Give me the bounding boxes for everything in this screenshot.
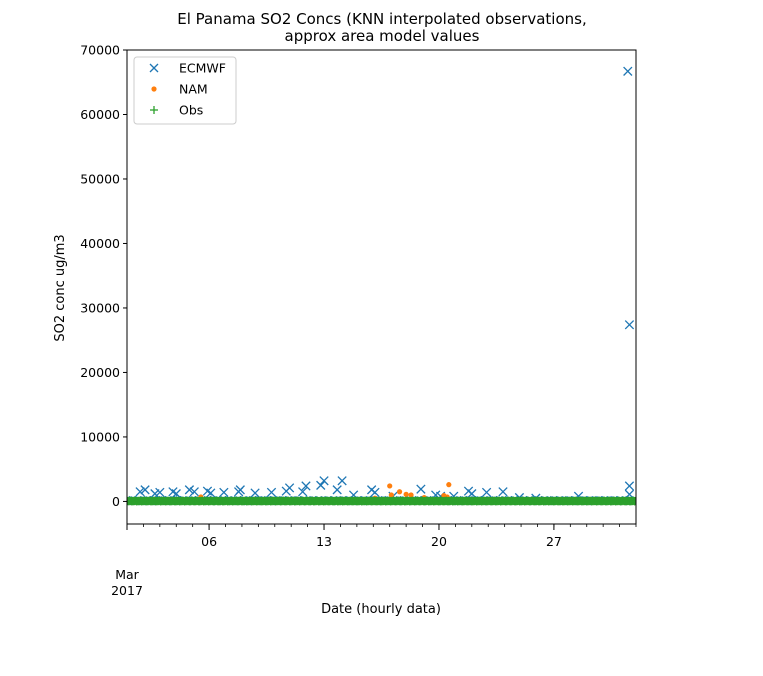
ecmwf-point	[155, 487, 165, 498]
ecmwf-point	[370, 487, 380, 498]
ecmwf-point	[189, 487, 199, 497]
chart-subtitle: approx area model values	[285, 27, 480, 45]
x-axis-label: Date (hourly data)	[321, 602, 441, 617]
ecmwf-point	[624, 481, 635, 491]
ecmwf-point	[498, 487, 508, 497]
y-axis: 0 10000 20000 30000 40000 50000 60000 70000	[80, 43, 127, 509]
x-secondary-label-year: 2017	[111, 583, 143, 598]
x-tick-label: 20	[431, 534, 447, 549]
ecmwf-point	[184, 485, 195, 495]
ecmwf-point	[250, 488, 260, 498]
y-tick-label: 50000	[80, 171, 120, 186]
ecmwf-point	[337, 476, 347, 486]
ecmwf-point	[140, 485, 150, 495]
ecmwf-point	[467, 489, 477, 499]
ecmwf-point	[206, 488, 216, 498]
nam-point	[408, 492, 414, 498]
y-tick-label: 30000	[80, 300, 120, 315]
ecmwf-point	[416, 484, 426, 494]
legend-marker-obs	[150, 106, 158, 114]
nam-point	[396, 489, 403, 495]
ecmwf-point	[135, 487, 145, 497]
legend: ECMWF NAM Obs	[133, 56, 237, 125]
series-obs	[127, 496, 636, 506]
ecmwf-point	[316, 480, 326, 490]
y-tick-label: 40000	[80, 236, 120, 251]
chart-title: El Panama SO2 Concs (KNN interpolated ob…	[177, 10, 586, 28]
ecmwf-point	[266, 487, 277, 498]
ecmwf-point	[284, 483, 295, 493]
legend-label-nam: NAM	[179, 82, 208, 97]
ecmwf-point	[235, 485, 245, 495]
x-tick-label: 27	[546, 534, 562, 549]
y-tick-label: 10000	[80, 429, 120, 444]
ecmwf-point	[298, 487, 308, 497]
ecmwf-point	[481, 487, 492, 498]
ecmwf-point	[623, 66, 633, 76]
ecmwf-point	[624, 320, 635, 330]
y-tick-label: 70000	[80, 43, 120, 58]
legend-marker-nam	[151, 86, 157, 92]
ecmwf-point	[332, 485, 342, 495]
ecmwf-point	[219, 487, 229, 498]
x-tick-label: 13	[316, 534, 332, 549]
y-tick-label: 0	[112, 494, 120, 509]
legend-label-ecmwf: ECMWF	[179, 61, 226, 76]
data-layer	[127, 66, 636, 506]
ecmwf-point	[319, 476, 329, 486]
nam-point	[387, 483, 393, 489]
nam-point	[388, 492, 394, 498]
obs-point	[632, 497, 636, 506]
nam-point	[403, 491, 409, 497]
x-secondary-label-month: Mar	[115, 567, 139, 582]
y-axis-label: SO2 conc ug/m3	[53, 234, 68, 341]
x-tick-label: 06	[201, 534, 217, 549]
x-axis: 06 13 20 27	[126, 524, 637, 549]
nam-point	[446, 482, 452, 488]
y-tick-label: 60000	[80, 107, 120, 122]
plot-area	[127, 50, 636, 524]
legend-label-obs: Obs	[179, 103, 203, 118]
legend-box	[133, 56, 237, 125]
y-tick-label: 20000	[80, 365, 120, 380]
legend-marker-ecmwf	[149, 63, 159, 73]
plot-frame	[126, 49, 637, 525]
ecmwf-point	[171, 489, 181, 499]
ecmwf-point	[301, 481, 311, 491]
